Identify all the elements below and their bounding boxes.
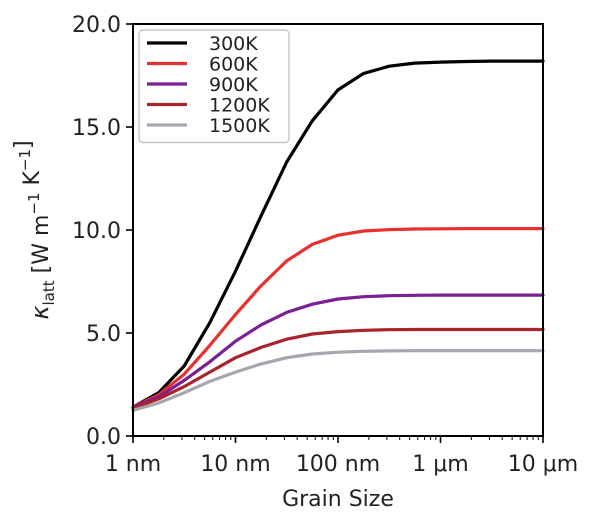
y-tick-label: 10.0 [72, 219, 121, 244]
series-line-600K [131, 227, 545, 409]
x-tick-label: 1 nm [105, 452, 161, 477]
plot-lines [131, 59, 545, 412]
y-tick-label: 15.0 [72, 116, 121, 141]
x-tick-label: 10 nm [200, 452, 270, 477]
y-tick-label: 5.0 [86, 322, 121, 347]
legend-label: 1200K [209, 95, 270, 117]
y-axis: 0.0 5.0 10.0 15.0 20.0 [72, 13, 133, 450]
series-line-900K [131, 293, 545, 409]
legend-label: 900K [209, 74, 258, 96]
x-axis: 1 nm 10 nm 100 nm 1 μm 10 μm [105, 436, 578, 477]
x-tick-label: 10 μm [508, 452, 578, 477]
y-axis-label: κlatt [W m−1 K−1] [11, 140, 58, 319]
y-tick-label: 0.0 [86, 425, 121, 450]
legend-box [138, 29, 290, 144]
legend-label: 1500K [209, 115, 270, 137]
series-line-1500K [131, 349, 545, 412]
x-tick-label: 1 μm [412, 452, 468, 477]
x-tick-label: 100 nm [296, 452, 380, 477]
series-line-300K [131, 59, 545, 409]
x-axis-label: Grain Size [282, 487, 394, 512]
legend-label: 600K [209, 54, 258, 76]
series-line-1200K [131, 327, 545, 410]
y-tick-label: 20.0 [72, 13, 121, 38]
legend-label: 300K [209, 33, 258, 55]
y-axis-label-text: κlatt [W m−1 K−1] [11, 140, 58, 319]
